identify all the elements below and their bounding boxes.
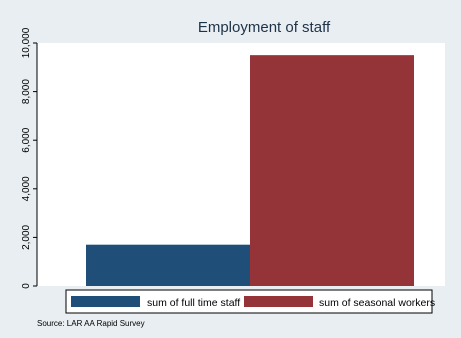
source-note: Source: LAR AA Rapid Survey bbox=[37, 319, 145, 328]
y-tick-label: 6,000 bbox=[21, 127, 32, 152]
legend-label-seasonal-workers: sum of seasonal workers bbox=[319, 297, 435, 309]
bar-sum-of-seasonal-workers bbox=[250, 55, 414, 287]
y-tick-label: 2,000 bbox=[21, 224, 32, 249]
y-tick-label: 8,000 bbox=[21, 79, 32, 104]
y-tick-label: 10,000 bbox=[21, 27, 32, 58]
legend-swatch-full-time-staff bbox=[71, 296, 140, 307]
legend-swatch-seasonal-workers bbox=[244, 296, 313, 307]
y-tick-label: 4,000 bbox=[21, 176, 32, 201]
legend-label-full-time-staff: sum of full time staff bbox=[147, 297, 240, 309]
y-axis-ticks: 0 2,000 4,000 6,000 8,000 10,000 bbox=[21, 27, 37, 289]
bars bbox=[86, 55, 414, 287]
y-tick-label: 0 bbox=[21, 283, 32, 289]
bar-sum-of-full-time-staff bbox=[86, 244, 250, 286]
chart-title: Employment of staff bbox=[198, 19, 331, 36]
